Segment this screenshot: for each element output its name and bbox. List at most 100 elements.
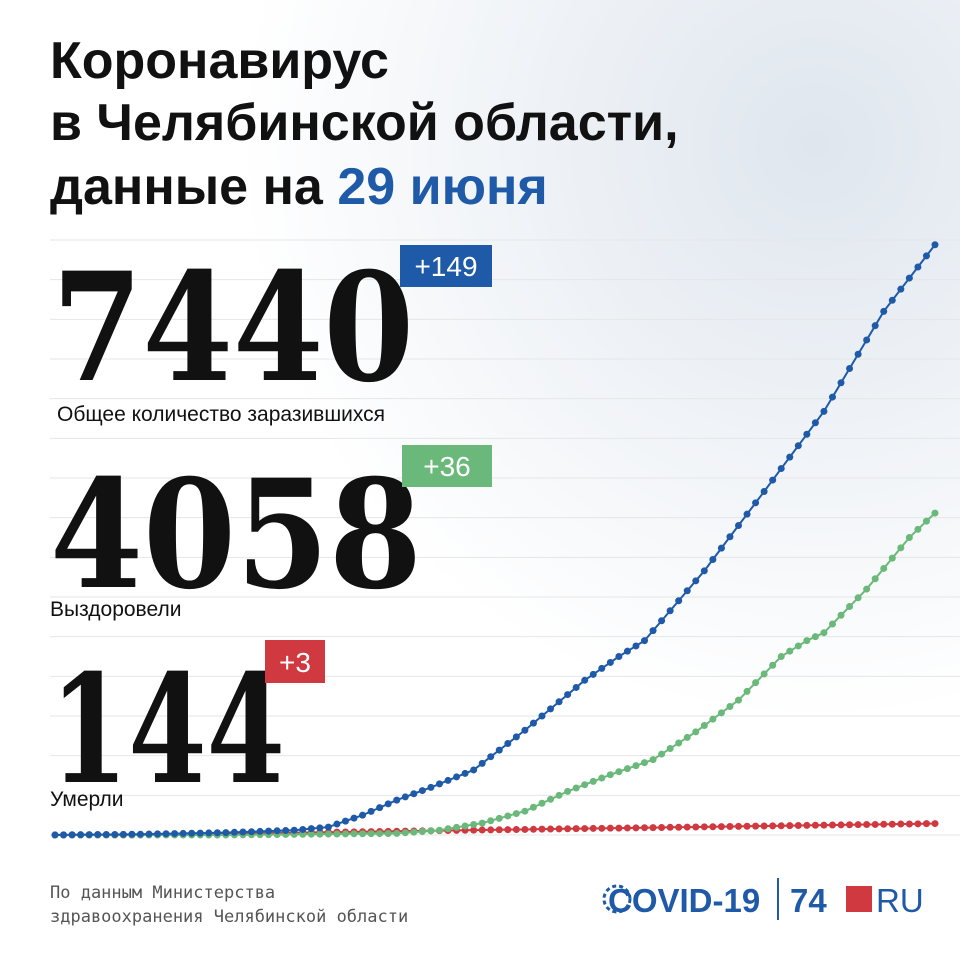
- data-point: [239, 828, 247, 836]
- data-point: [820, 629, 828, 637]
- data-point: [111, 830, 119, 838]
- data-point: [68, 831, 76, 839]
- data-point: [769, 476, 777, 484]
- data-point: [470, 766, 478, 774]
- data-point: [880, 820, 888, 828]
- badge: [402, 445, 492, 487]
- data-point: [273, 827, 281, 835]
- data-point: [427, 783, 435, 791]
- data-point: [914, 525, 922, 533]
- data-point: [564, 691, 572, 699]
- data-point: [914, 263, 922, 271]
- data-point: [786, 453, 794, 461]
- data-point: [743, 822, 751, 830]
- data-point: [888, 820, 896, 828]
- data-point: [606, 658, 614, 666]
- data-point: [401, 829, 409, 837]
- data-point: [136, 830, 144, 838]
- data-point: [359, 811, 367, 819]
- data-point: [547, 705, 555, 713]
- data-point: [316, 824, 324, 832]
- data-point: [769, 822, 777, 830]
- data-point: [658, 750, 666, 758]
- chart: [50, 239, 960, 839]
- data-point: [444, 776, 452, 784]
- stat-label: Общее количество заразившихся: [57, 403, 385, 426]
- logo-square: [846, 886, 872, 912]
- data-point: [658, 823, 666, 831]
- data-point: [922, 517, 930, 525]
- stat-value: 7440: [52, 240, 414, 416]
- data-point: [794, 821, 802, 829]
- data-point: [128, 830, 136, 838]
- data-point: [675, 597, 683, 605]
- data-point: [196, 829, 204, 837]
- data-point: [880, 307, 888, 315]
- data-point: [495, 746, 503, 754]
- data-point: [709, 823, 717, 831]
- data-point: [478, 759, 486, 767]
- data-point: [410, 828, 418, 836]
- data-point: [401, 793, 409, 801]
- data-point: [615, 824, 623, 832]
- stat-change: +3: [279, 647, 311, 678]
- data-point: [564, 787, 572, 795]
- logo: RU: [876, 882, 924, 919]
- data-point: [726, 533, 734, 541]
- data-point: [119, 830, 127, 838]
- data-point: [222, 829, 230, 837]
- stat-value: 4058: [50, 447, 422, 623]
- data-point: [606, 824, 614, 832]
- data-point: [495, 814, 503, 822]
- data-point: [692, 728, 700, 736]
- source: здравоохранения Челябинской области: [50, 907, 408, 927]
- data-point: [453, 823, 461, 831]
- data-point: [350, 814, 358, 822]
- data-point: [846, 603, 854, 611]
- data-point: [837, 611, 845, 619]
- data-point: [427, 827, 435, 835]
- data-point: [435, 826, 443, 834]
- data-point: [623, 647, 631, 655]
- data-point: [410, 790, 418, 798]
- data-point: [529, 719, 537, 727]
- stat-change: +149: [414, 251, 477, 282]
- data-point: [248, 828, 256, 836]
- data-point: [760, 822, 768, 830]
- data-point: [555, 698, 563, 706]
- data-point: [615, 768, 623, 776]
- stat-change: +36: [423, 451, 471, 482]
- data-point: [598, 824, 606, 832]
- data-point: [333, 830, 341, 838]
- data-point: [734, 822, 742, 830]
- data-point: [649, 627, 657, 635]
- data-point: [854, 594, 862, 602]
- data-point: [752, 679, 760, 687]
- data-point: [512, 733, 520, 741]
- data-point: [811, 821, 819, 829]
- badge: [265, 640, 325, 683]
- data-point: [324, 823, 332, 831]
- data-point: [743, 687, 751, 695]
- data-point: [675, 739, 683, 747]
- data-point: [641, 759, 649, 767]
- data-point: [905, 534, 913, 541]
- data-point: [393, 796, 401, 804]
- data-point: [154, 830, 162, 838]
- data-point: [393, 829, 401, 837]
- data-point: [871, 322, 879, 330]
- data-point: [470, 821, 478, 829]
- data-point: [683, 587, 691, 595]
- data-point: [871, 575, 879, 583]
- data-point: [752, 499, 760, 507]
- data-point: [102, 831, 110, 839]
- data-point: [854, 821, 862, 829]
- data-point: [145, 830, 153, 838]
- data-point: [265, 827, 273, 835]
- data-point: [478, 826, 486, 834]
- data-point: [717, 709, 725, 717]
- data-point: [760, 670, 768, 678]
- data-point: [692, 823, 700, 831]
- title-line: Коронавирус: [50, 32, 389, 90]
